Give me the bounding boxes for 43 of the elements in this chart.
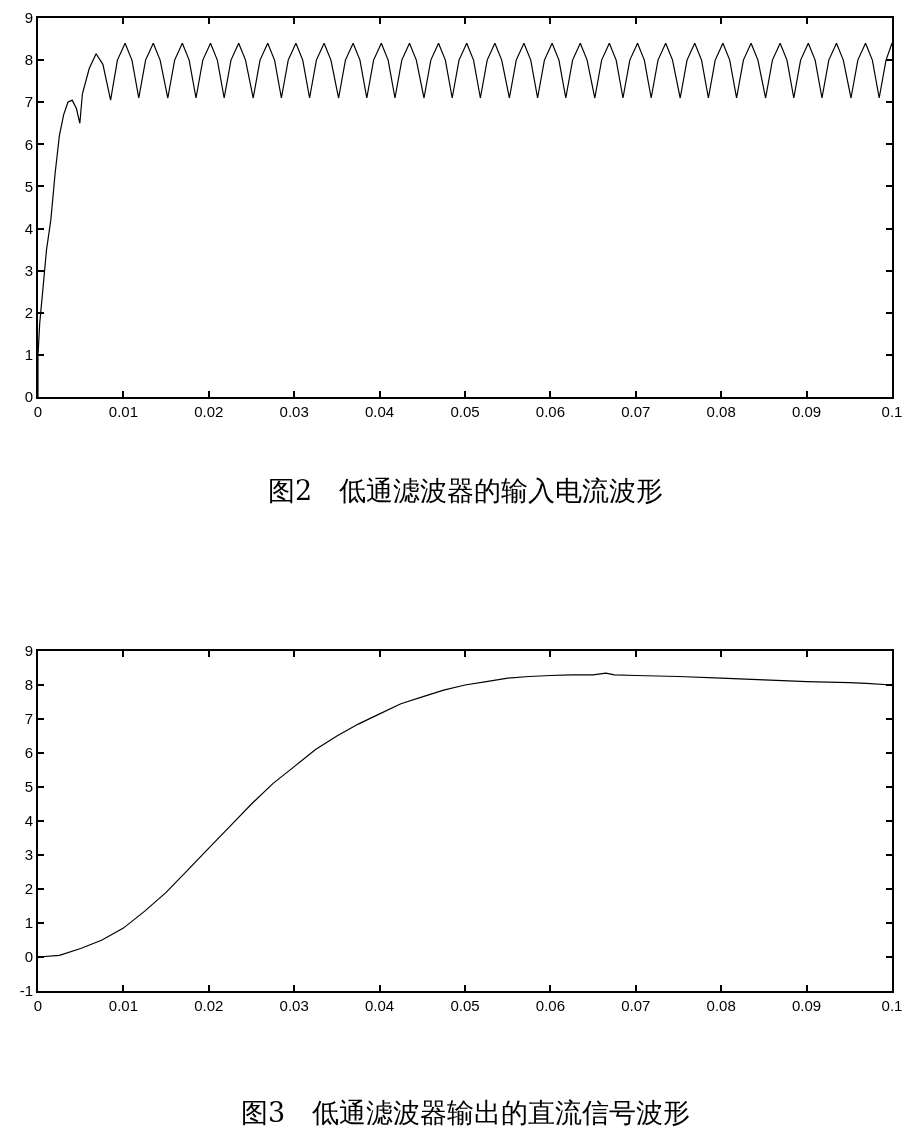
x-tick-label: 0.02 bbox=[194, 403, 224, 420]
x-tick-label: 0.01 bbox=[108, 403, 138, 420]
y-tick-label: 3 bbox=[24, 261, 33, 279]
y-tick-label: 9 bbox=[24, 642, 33, 660]
text: 图3 低通滤波器输出的直流信号波形 bbox=[241, 1097, 691, 1128]
y-tick-label: 2 bbox=[24, 880, 33, 898]
x-tick-label: 0.09 bbox=[792, 997, 822, 1014]
y-tick-label: 0 bbox=[24, 388, 33, 406]
y-tick-label: 0 bbox=[24, 948, 33, 966]
x-tick-label: 0.05 bbox=[450, 997, 480, 1014]
x-tick-label: 0.02 bbox=[194, 997, 224, 1014]
x-tick-label: 0.03 bbox=[279, 997, 309, 1014]
x-tick-label: 0.06 bbox=[535, 997, 565, 1014]
x-tick-label: 0.08 bbox=[706, 403, 736, 420]
x-tick-label: 0.1 bbox=[881, 403, 903, 420]
y-tick-label: 1 bbox=[24, 914, 33, 932]
y-tick-label: 6 bbox=[24, 135, 33, 153]
x-tick-label: 0.07 bbox=[621, 997, 651, 1014]
x-tick-label: 0.05 bbox=[450, 403, 480, 420]
y-tick-label: 7 bbox=[24, 93, 33, 111]
y-tick-label: 6 bbox=[24, 744, 33, 762]
x-tick-label: 0.04 bbox=[365, 403, 395, 420]
x-tick-label: 0.08 bbox=[706, 997, 736, 1014]
y-tick-label: 7 bbox=[24, 710, 33, 728]
y-tick-label: 9 bbox=[24, 9, 33, 27]
x-tick-label: 0.01 bbox=[108, 997, 138, 1014]
x-tick-label: 0.04 bbox=[365, 997, 395, 1014]
y-tick-label: 1 bbox=[24, 346, 33, 364]
y-tick-label: 4 bbox=[24, 219, 33, 237]
x-tick-label: 0.09 bbox=[792, 403, 822, 420]
y-tick-label: 5 bbox=[24, 778, 33, 796]
y-tick-label: 3 bbox=[24, 846, 33, 864]
y-tick-label: 4 bbox=[24, 812, 33, 830]
text: 图2 低通滤波器的输入电流波形 bbox=[268, 475, 664, 506]
y-tick-label: 8 bbox=[24, 51, 33, 69]
x-tick-label: 0.06 bbox=[535, 403, 565, 420]
x-tick-label: 0.03 bbox=[279, 403, 309, 420]
y-tick-label: 5 bbox=[24, 177, 33, 195]
x-tick-label: 0.1 bbox=[881, 997, 903, 1014]
x-tick-label: 0.07 bbox=[621, 403, 651, 420]
y-tick-label: -1 bbox=[19, 982, 33, 1000]
y-tick-label: 2 bbox=[24, 304, 33, 322]
y-tick-label: 8 bbox=[24, 676, 33, 694]
